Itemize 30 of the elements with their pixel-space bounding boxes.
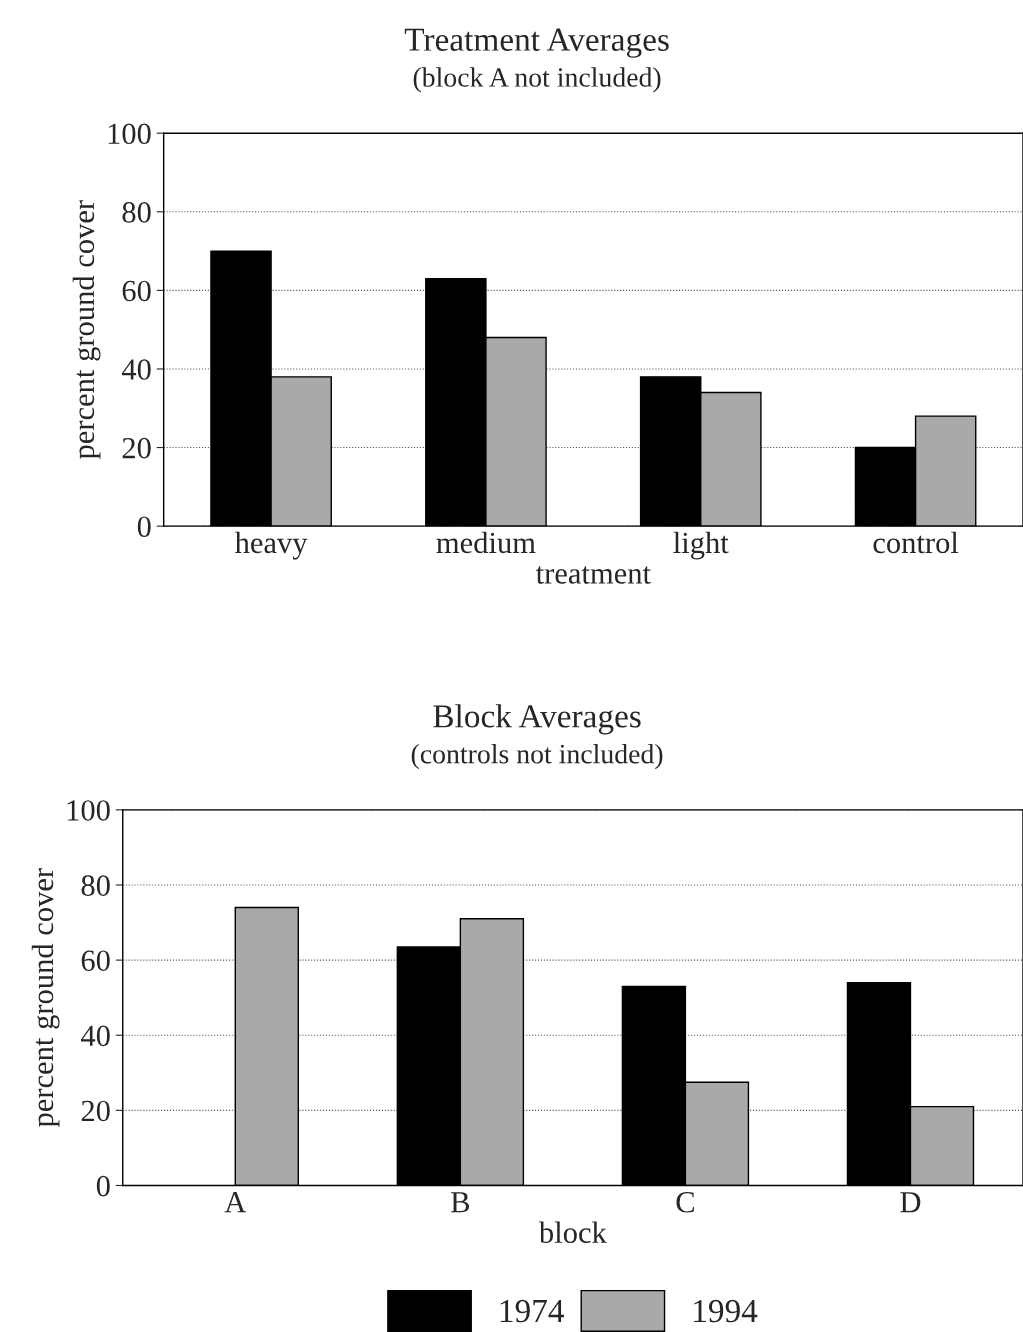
legend-label: 1994	[694, 1299, 758, 1323]
y-axis-title: percent ground cover	[72, 200, 101, 459]
legend-label: 1974	[500, 1299, 565, 1323]
y-tick-label: 80	[122, 202, 151, 223]
chart-title: Treatment Averages	[404, 28, 669, 58]
y-tick-label: 60	[122, 280, 151, 302]
x-tick-label: heavy	[234, 531, 308, 560]
chart-subtitle: (controls not included)	[411, 743, 663, 770]
x-tick-label: D	[900, 1192, 921, 1213]
y-tick-label: 40	[121, 359, 151, 380]
x-tick-label: medium	[436, 531, 536, 554]
chart-title: Block Averages	[433, 704, 641, 735]
chart-subtitle: (block A not included)	[413, 67, 661, 93]
y-tick-label: 0	[96, 1175, 110, 1197]
x-axis-title: treatment	[535, 566, 651, 584]
x-tick-label: C	[676, 1192, 694, 1213]
y-tick-label: 80	[81, 875, 110, 896]
y-axis-title: percent ground cover	[31, 868, 60, 1127]
x-axis-title: block	[538, 1221, 607, 1244]
y-tick-label: 0	[137, 516, 151, 538]
x-tick-label: light	[673, 531, 729, 560]
y-tick-label: 40	[81, 1025, 110, 1047]
x-tick-label: A	[224, 1192, 247, 1213]
y-tick-label: 100	[67, 800, 110, 821]
y-tick-label: 20	[122, 437, 151, 459]
y-tick-label: 60	[81, 950, 110, 972]
y-tick-label: 20	[81, 1100, 110, 1122]
x-tick-label: B	[451, 1192, 470, 1213]
y-tick-label: 100	[108, 123, 151, 145]
x-tick-label: control	[873, 531, 959, 554]
